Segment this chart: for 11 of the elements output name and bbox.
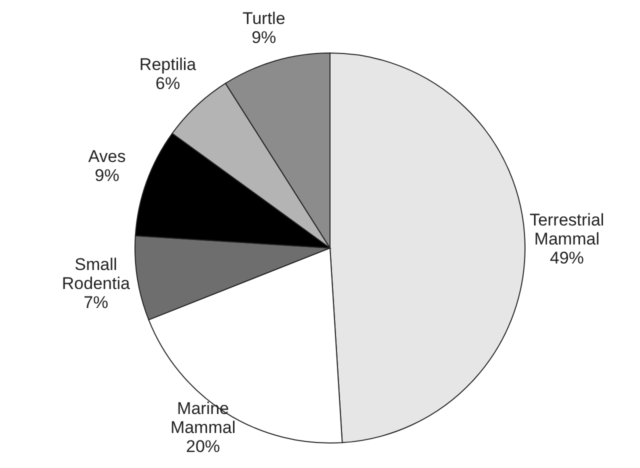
slice-label: Aves bbox=[88, 148, 126, 167]
data-label: 7% bbox=[84, 294, 108, 313]
data-label: 9% bbox=[94, 166, 120, 186]
slice-label: Small Rodentia bbox=[62, 256, 130, 294]
slice-label: Turtle bbox=[242, 9, 286, 28]
data-label: 9% bbox=[252, 28, 276, 48]
data-label: 6% bbox=[155, 74, 180, 94]
data-label: 20% bbox=[186, 437, 220, 456]
slice-label: Reptilia bbox=[139, 55, 197, 74]
data-label: 49% bbox=[550, 249, 584, 268]
slice-label: Terrestrial Mammal bbox=[530, 211, 604, 250]
